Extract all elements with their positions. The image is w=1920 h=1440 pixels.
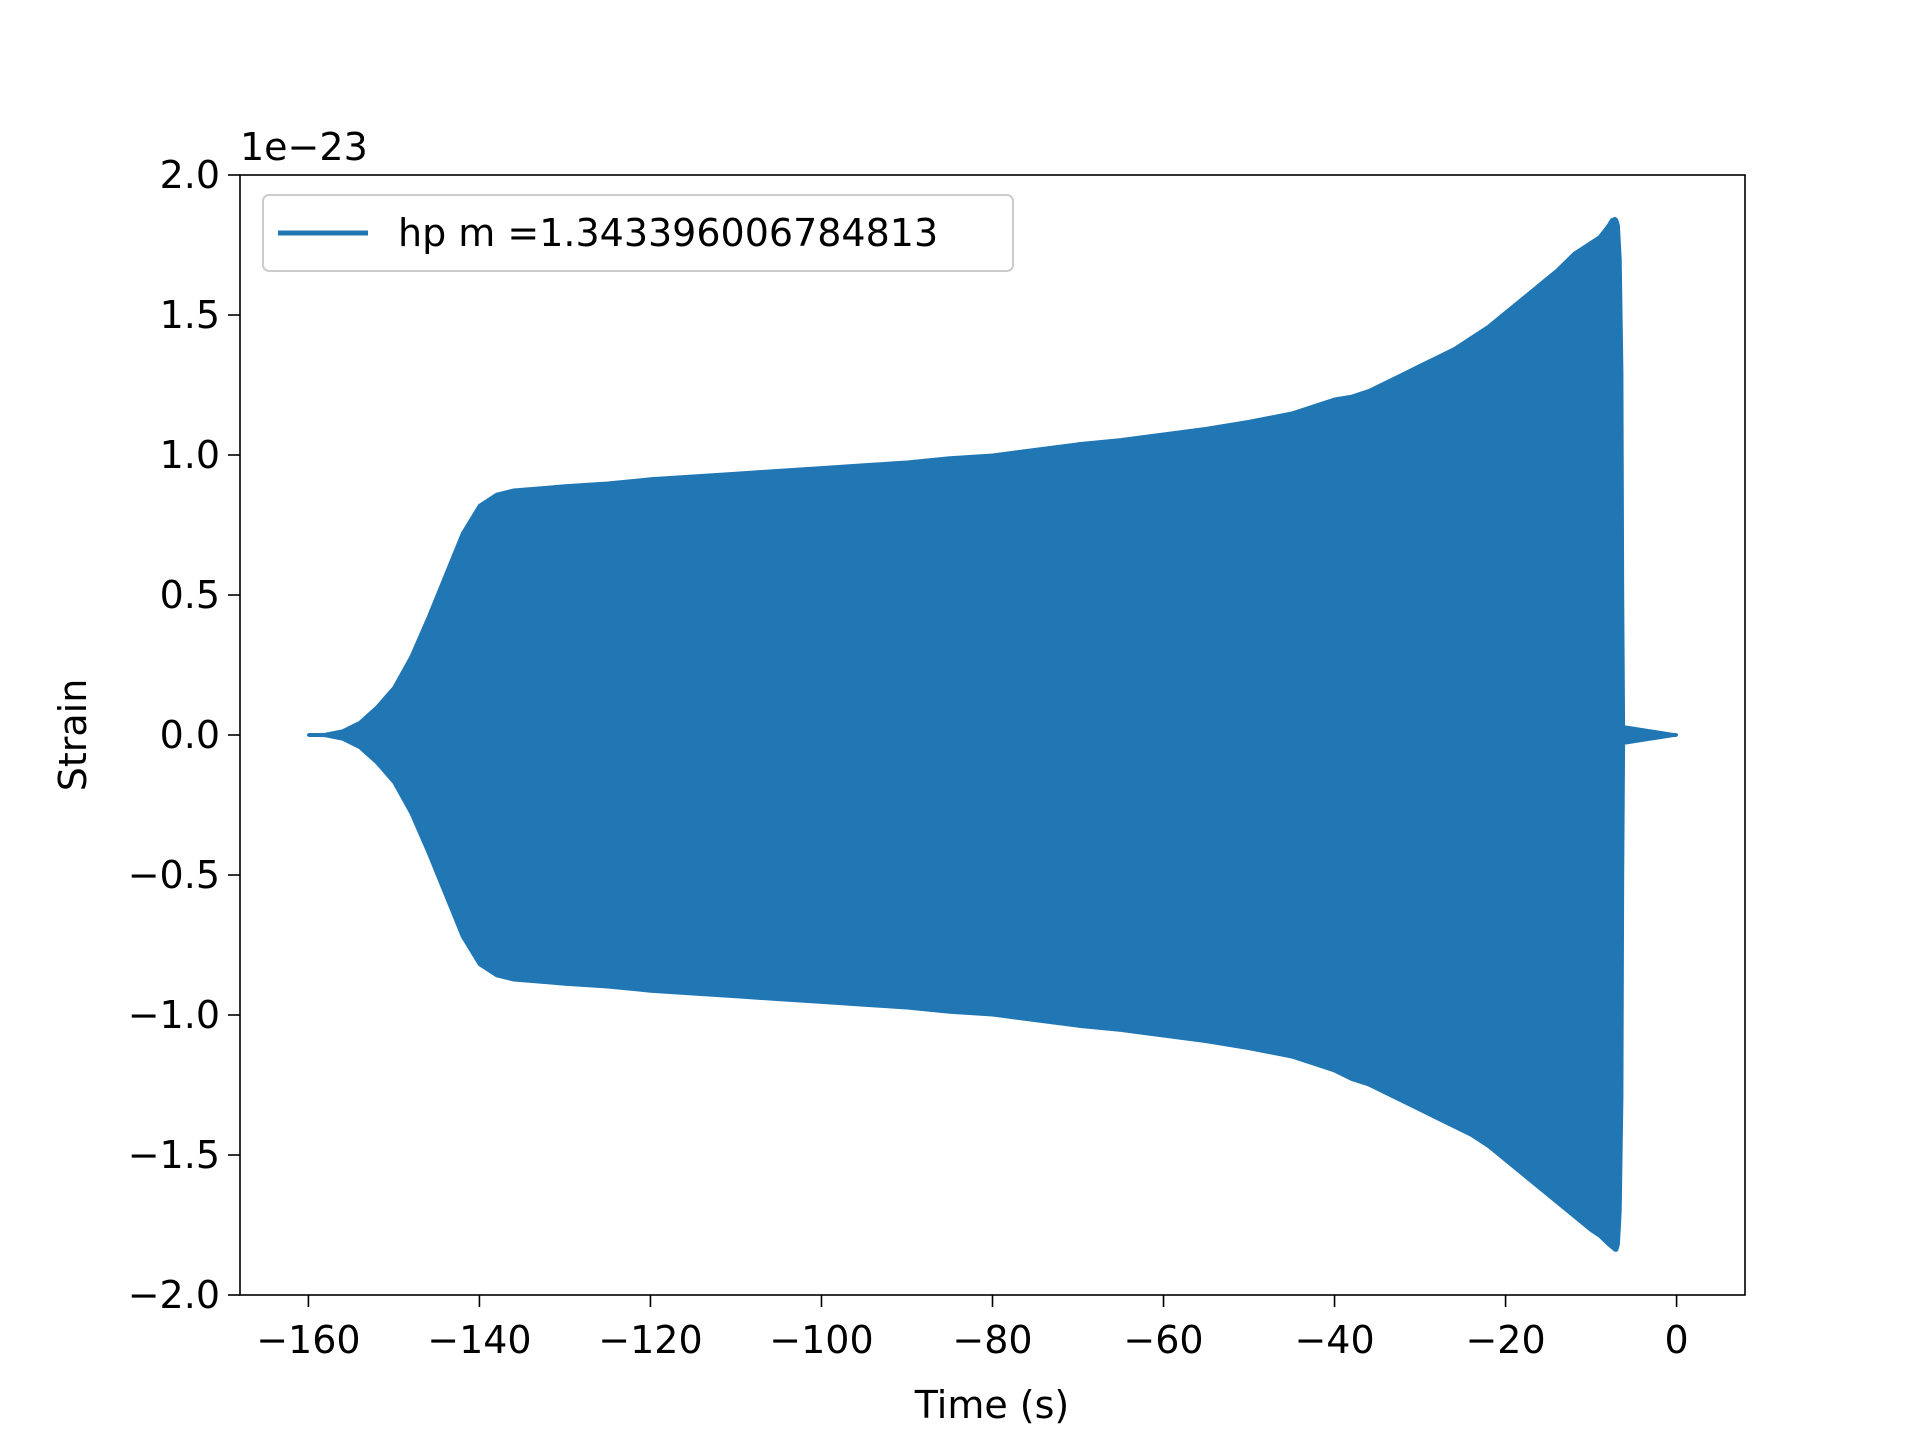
legend-box — [262, 194, 1014, 272]
y-offset-label: 1e−23 — [240, 125, 368, 169]
x-tick-label: −80 — [952, 1318, 1032, 1362]
y-tick-label: 0.0 — [160, 713, 220, 757]
y-axis-title: Strain — [51, 679, 95, 792]
y-tick-label: 1.5 — [160, 293, 220, 337]
x-tick-label: −60 — [1123, 1318, 1203, 1362]
y-tick-label: −2.0 — [128, 1273, 220, 1317]
x-tick-label: −100 — [769, 1318, 873, 1362]
legend-label-hp: hp m =1.343396006784813 — [398, 211, 938, 255]
x-tick-label: −120 — [598, 1318, 702, 1362]
y-tick-label: 2.0 — [160, 153, 220, 197]
y-tick-label: 1.0 — [160, 433, 220, 477]
x-tick-label: −20 — [1465, 1318, 1545, 1362]
y-tick-label: −1.5 — [128, 1133, 220, 1177]
x-tick-label: −160 — [256, 1318, 360, 1362]
plot-area — [239, 174, 1746, 1296]
x-axis-title: Time (s) — [914, 1383, 1070, 1427]
x-axis: −160 −140 −120 −100 −80 −60 −40 −20 0 — [256, 1295, 1689, 1362]
y-tick-label: 0.5 — [160, 573, 220, 617]
x-tick-label: −140 — [427, 1318, 531, 1362]
y-axis: 2.0 1.5 1.0 0.5 0.0 −0.5 −1.0 −1.5 −2.0 — [128, 153, 240, 1317]
legend: hp m =1.343396006784813 — [262, 194, 1014, 272]
x-tick-label: −40 — [1294, 1318, 1374, 1362]
y-tick-label: −1.0 — [128, 993, 220, 1037]
x-tick-label: 0 — [1664, 1318, 1688, 1362]
y-tick-label: −0.5 — [128, 853, 220, 897]
